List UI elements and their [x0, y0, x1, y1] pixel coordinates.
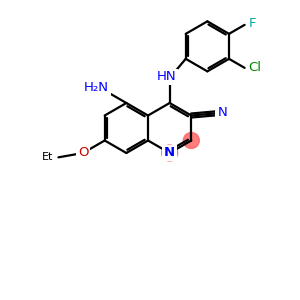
Text: Et: Et — [42, 152, 53, 162]
Text: O: O — [78, 146, 88, 158]
Circle shape — [183, 133, 199, 148]
Text: F: F — [249, 17, 256, 30]
Text: N: N — [217, 106, 227, 119]
Text: Cl: Cl — [248, 61, 261, 74]
Text: HN: HN — [157, 70, 176, 83]
Circle shape — [162, 145, 178, 161]
Text: N: N — [164, 146, 175, 160]
Text: H₂N: H₂N — [84, 81, 109, 94]
